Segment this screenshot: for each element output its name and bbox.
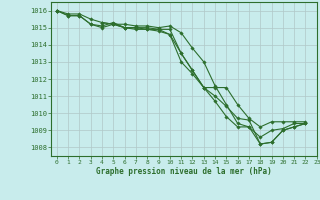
X-axis label: Graphe pression niveau de la mer (hPa): Graphe pression niveau de la mer (hPa) — [96, 167, 272, 176]
